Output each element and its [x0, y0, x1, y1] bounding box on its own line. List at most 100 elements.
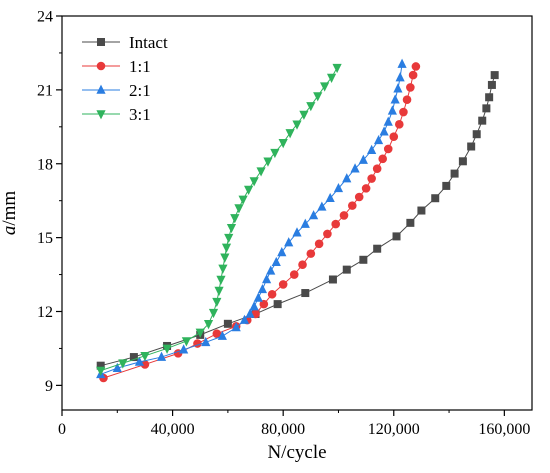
data-point	[390, 94, 400, 104]
data-point	[458, 157, 467, 166]
data-point	[347, 201, 357, 210]
series-3	[96, 58, 407, 379]
data-point	[342, 173, 352, 183]
data-point	[325, 192, 335, 203]
data-point	[292, 120, 302, 130]
data-point	[333, 182, 344, 193]
y-tick-label: 12	[37, 304, 53, 321]
legend-marker	[96, 61, 106, 71]
data-point	[306, 102, 316, 112]
legend-marker	[96, 110, 106, 120]
data-point	[417, 206, 426, 215]
legend-entry-4: 3:1	[82, 105, 151, 124]
data-point	[411, 62, 421, 71]
data-point	[96, 366, 106, 376]
data-point	[478, 116, 487, 125]
data-point	[289, 270, 299, 279]
data-point	[300, 218, 310, 228]
data-point	[482, 104, 491, 113]
data-point	[238, 195, 248, 205]
data-point	[181, 337, 192, 347]
data-point	[284, 237, 294, 247]
data-point	[244, 185, 254, 196]
data-point	[331, 219, 341, 229]
data-point	[203, 320, 214, 330]
data-point	[442, 181, 451, 190]
data-point	[224, 233, 234, 244]
data-point	[261, 274, 272, 284]
data-point	[156, 351, 167, 361]
data-point	[394, 120, 404, 129]
data-point	[361, 184, 371, 193]
data-point	[467, 142, 476, 151]
data-point	[216, 275, 226, 285]
data-point	[402, 95, 412, 105]
data-point	[270, 148, 280, 159]
data-point	[367, 144, 377, 155]
y-axis-title-unit: /mm	[0, 191, 20, 226]
data-point	[263, 157, 273, 167]
data-point	[267, 289, 277, 299]
data-point	[326, 73, 337, 83]
y-axis-title-italic: a	[0, 226, 20, 236]
data-point	[359, 255, 368, 264]
data-point	[249, 177, 259, 187]
data-point	[231, 322, 241, 332]
data-point	[278, 139, 288, 149]
data-point	[234, 204, 244, 214]
data-point	[317, 201, 327, 211]
data-point	[387, 105, 397, 115]
series-4	[96, 63, 342, 376]
x-tick-label: 0	[58, 421, 66, 438]
data-point	[397, 58, 407, 68]
data-point	[378, 154, 388, 164]
data-point	[406, 83, 415, 92]
data-point	[226, 223, 237, 234]
data-point	[323, 229, 332, 239]
data-point	[118, 359, 128, 369]
x-axis-title: N/cycle	[267, 442, 326, 463]
data-point	[379, 126, 389, 136]
data-point	[373, 244, 382, 253]
data-point	[298, 260, 307, 270]
data-point	[220, 253, 230, 263]
x-tick-label: 40,000	[151, 421, 195, 438]
data-point	[271, 256, 281, 267]
data-point	[389, 132, 399, 141]
data-point	[367, 174, 376, 183]
data-point	[306, 249, 316, 258]
data-point	[301, 289, 310, 298]
data-point	[350, 163, 360, 173]
data-point	[134, 356, 145, 366]
data-point	[230, 214, 240, 224]
data-point	[212, 297, 222, 308]
data-point	[278, 280, 288, 289]
x-tick-label: 80,000	[261, 421, 305, 438]
data-point	[140, 360, 150, 369]
y-axis-title: a/mm	[0, 191, 20, 236]
axes: 0 40,000 80,000 120,000 160,000 9 12 15 18 21 24 N/…	[0, 9, 533, 463]
data-point	[472, 130, 481, 139]
series-1	[96, 71, 499, 370]
data-point	[328, 275, 337, 284]
data-point	[314, 239, 324, 249]
data-point	[162, 344, 172, 354]
y-tick-label: 18	[37, 156, 53, 173]
data-point	[487, 80, 496, 89]
legend-label: 3:1	[129, 105, 151, 124]
plot-frame	[61, 15, 533, 411]
legend-marker	[96, 84, 106, 94]
x-tick-label: 120,000	[368, 421, 420, 438]
data-point	[354, 192, 364, 202]
data-point	[212, 329, 222, 338]
data-point	[342, 265, 351, 274]
data-point	[273, 300, 282, 309]
legend: Intact 1:1 2:1 3:1	[82, 33, 168, 124]
data-point	[320, 82, 330, 92]
data-point	[239, 314, 250, 324]
series-line	[100, 74, 496, 367]
data-point	[485, 93, 494, 102]
legend-marker	[97, 38, 105, 46]
y-tick-label: 15	[37, 230, 53, 247]
